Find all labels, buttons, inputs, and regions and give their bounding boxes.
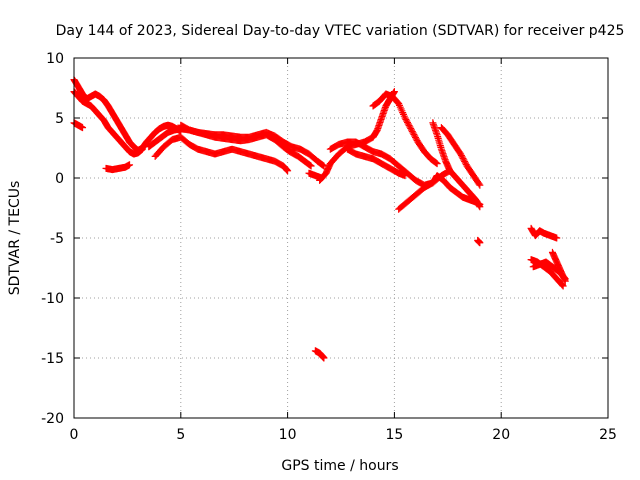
data-point bbox=[475, 180, 483, 188]
y-tick-label: 10 bbox=[46, 51, 64, 67]
x-axis-label: GPS time / hours bbox=[281, 458, 398, 474]
y-tick-label: 0 bbox=[55, 171, 64, 187]
series-track-d bbox=[102, 161, 134, 174]
data-point bbox=[403, 117, 411, 125]
data-point bbox=[307, 162, 315, 170]
data-point bbox=[406, 123, 414, 131]
data-point bbox=[459, 155, 467, 162]
x-tick-label: 15 bbox=[385, 427, 403, 443]
grid-lines bbox=[74, 58, 608, 418]
data-point bbox=[401, 172, 409, 180]
data-point bbox=[79, 124, 87, 132]
data-point bbox=[411, 132, 419, 140]
y-tick-label: -10 bbox=[41, 291, 64, 307]
series-track-o bbox=[437, 124, 484, 189]
data-point bbox=[457, 150, 465, 158]
y-tick-label: 5 bbox=[55, 111, 64, 127]
series-track-p bbox=[474, 236, 484, 247]
data-point bbox=[410, 131, 418, 138]
data-point bbox=[408, 128, 416, 135]
data-point bbox=[138, 145, 146, 153]
series-track-c bbox=[70, 119, 87, 132]
data-point bbox=[401, 114, 409, 122]
series-track-q bbox=[527, 224, 561, 242]
series-track-l bbox=[343, 145, 409, 180]
data-point bbox=[412, 135, 420, 143]
series-track-k bbox=[369, 90, 441, 168]
data-point bbox=[390, 88, 398, 96]
series-track-f bbox=[151, 133, 292, 175]
y-tick-label: -5 bbox=[50, 231, 64, 247]
data-point bbox=[461, 159, 469, 167]
data-point bbox=[561, 277, 569, 285]
data-point bbox=[476, 239, 484, 247]
data-point bbox=[558, 281, 566, 289]
data-point bbox=[404, 120, 412, 128]
data-point bbox=[476, 203, 484, 211]
x-tick-label: 25 bbox=[599, 427, 617, 443]
data-point bbox=[461, 158, 469, 165]
data-point bbox=[409, 129, 417, 137]
x-tick-label: 0 bbox=[70, 427, 79, 443]
data-point bbox=[553, 234, 561, 242]
data-point bbox=[559, 282, 567, 290]
data-point bbox=[407, 125, 415, 132]
data-point bbox=[458, 153, 466, 161]
data-point bbox=[411, 134, 419, 141]
series-track-u bbox=[311, 347, 328, 362]
data-points bbox=[70, 76, 569, 362]
data-point bbox=[407, 126, 415, 134]
series-track-t bbox=[548, 248, 569, 285]
x-tick-label: 5 bbox=[176, 427, 185, 443]
data-point bbox=[402, 116, 410, 123]
data-point bbox=[403, 119, 411, 126]
x-tick-label: 10 bbox=[279, 427, 297, 443]
data-point bbox=[433, 160, 441, 168]
data-point bbox=[457, 152, 465, 159]
series-track-b bbox=[70, 88, 146, 158]
data-point bbox=[460, 156, 468, 164]
series-track-n bbox=[429, 119, 484, 211]
series-track-g bbox=[177, 121, 328, 170]
y-tick-label: -20 bbox=[41, 411, 64, 427]
chart-title: Day 144 of 2023, Sidereal Day-to-day VTE… bbox=[56, 23, 625, 39]
data-point bbox=[126, 161, 134, 169]
data-point bbox=[320, 354, 328, 362]
axis-ticks: 0 5 10 15 20 25 -20 -15 -10 -5 0 5 10 bbox=[41, 51, 617, 443]
y-tick-label: -15 bbox=[41, 351, 64, 367]
data-point bbox=[405, 122, 413, 129]
data-point bbox=[476, 181, 484, 189]
y-axis-label: SDTVAR / TECUs bbox=[7, 181, 23, 296]
data-point bbox=[284, 167, 292, 175]
x-tick-label: 20 bbox=[492, 427, 510, 443]
